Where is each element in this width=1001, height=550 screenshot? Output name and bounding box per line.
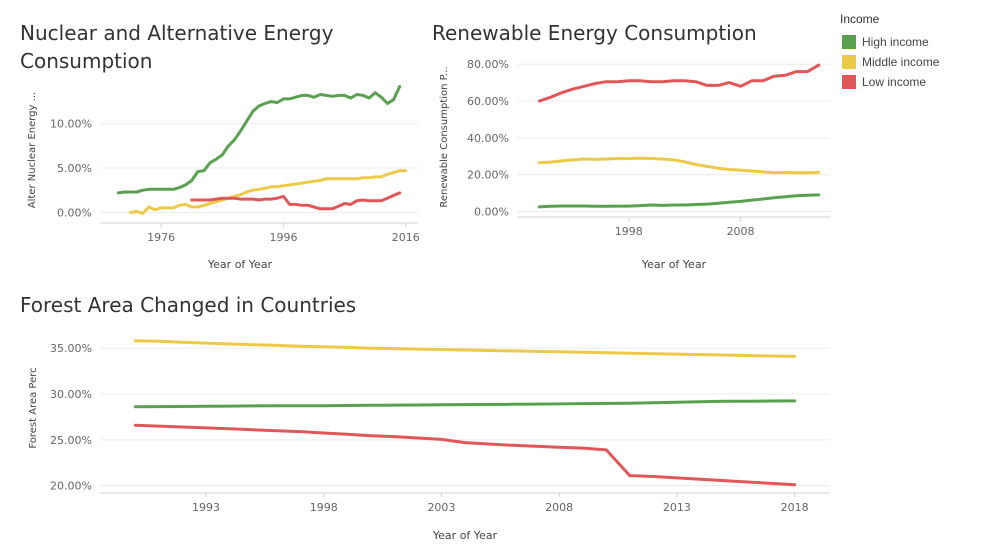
forest-chart-title: Forest Area Changed in Countries xyxy=(20,291,356,319)
nuclear-y-tick-label: 10.00% xyxy=(50,118,92,131)
legend-item-low-income[interactable]: Low income xyxy=(838,72,998,92)
renewable-chart-title: Renewable Energy Consumption xyxy=(432,19,757,47)
forest-series-low-income-line[interactable] xyxy=(133,423,797,487)
forest-series-high-income-line[interactable] xyxy=(133,399,797,409)
nuclear-x-tick-label: 1996 xyxy=(269,231,297,244)
nuclear-title-line-1: Nuclear and Alternative Energy xyxy=(20,21,334,45)
renewable-series-low-income-line[interactable] xyxy=(537,63,821,103)
forest-y-tick-label: 35.00% xyxy=(50,342,92,355)
nuclear-title-line-2: Consumption xyxy=(20,49,153,73)
renewable-series-high-income-line[interactable] xyxy=(537,193,821,209)
renewable-y-tick-label: 40.00% xyxy=(467,132,509,145)
renewable-x-tick-label: 2008 xyxy=(727,225,755,238)
renewable-series-middle-income-line[interactable] xyxy=(537,156,821,175)
forest-y-tick-label: 20.00% xyxy=(50,480,92,493)
renewable-y-tick-label: 80.00% xyxy=(467,58,509,71)
forest-x-tick-label: 2013 xyxy=(663,501,691,514)
legend-swatch-middle-income xyxy=(842,55,856,69)
nuclear-x-tick-label: 1976 xyxy=(147,231,175,244)
nuclear-x-axis-title: Year of Year xyxy=(207,258,273,271)
legend-item-middle-income[interactable]: Middle income xyxy=(838,52,998,72)
forest-y-axis-title: Forest Area Perc xyxy=(28,367,39,448)
nuclear-chart-title: Nuclear and Alternative Energy Consumpti… xyxy=(20,19,333,75)
legend-swatch-low-income xyxy=(842,75,856,89)
forest-x-tick-label: 2003 xyxy=(427,501,455,514)
nuclear-y-tick-label: 5.00% xyxy=(57,162,92,175)
legend-label-high-income: High income xyxy=(862,35,929,49)
legend-swatch-high-income xyxy=(842,35,856,49)
forest-series-middle-income-line[interactable] xyxy=(133,339,797,358)
renewable-y-tick-label: 60.00% xyxy=(467,95,509,108)
forest-x-axis-title: Year of Year xyxy=(432,529,498,542)
forest-x-tick-label: 2008 xyxy=(545,501,573,514)
legend-title: Income xyxy=(840,12,880,26)
renewable-x-axis-title: Year of Year xyxy=(641,258,707,271)
renewable-y-tick-label: 20.00% xyxy=(467,169,509,182)
legend-item-high-income[interactable]: High income xyxy=(838,32,998,52)
renewable-x-tick-label: 1998 xyxy=(615,225,643,238)
renewable-y-axis-title: Renewable Consumption P... xyxy=(439,66,450,207)
legend-label-low-income: Low income xyxy=(862,75,927,89)
nuclear-y-tick-label: 0.00% xyxy=(57,206,92,219)
legend-label-middle-income: Middle income xyxy=(862,55,940,69)
nuclear-y-axis-title: Alter Nuclear Energy ... xyxy=(27,92,38,208)
renewable-title-line-1: Renewable Energy Consumption xyxy=(432,21,757,45)
nuclear-series-high-income-line[interactable] xyxy=(116,85,402,195)
forest-y-tick-label: 30.00% xyxy=(50,388,92,401)
income-legend[interactable]: Income High income Middle income Low inc… xyxy=(838,12,998,92)
forest-x-tick-label: 1998 xyxy=(310,501,338,514)
nuclear-series-middle-income-line[interactable] xyxy=(129,169,408,215)
forest-x-tick-label: 1993 xyxy=(192,501,220,514)
forest-y-tick-label: 25.00% xyxy=(50,434,92,447)
renewable-y-tick-label: 0.00% xyxy=(474,205,509,218)
nuclear-series-low-income-line[interactable] xyxy=(190,191,402,211)
nuclear-x-tick-label: 2016 xyxy=(392,231,420,244)
forest-title-line-1: Forest Area Changed in Countries xyxy=(20,293,357,317)
forest-x-tick-label: 2018 xyxy=(781,501,809,514)
